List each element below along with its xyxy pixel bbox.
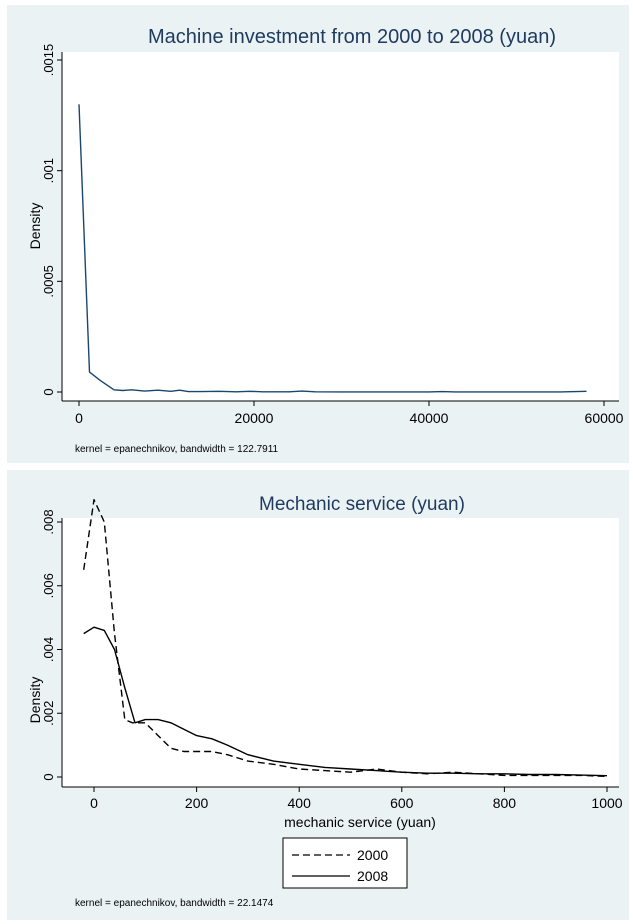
top-series-group — [78, 104, 587, 393]
top-kernel-note: kernel = epanechnikov, bandwidth = 122.7… — [75, 444, 279, 455]
bottom-series-line-2008 — [83, 626, 608, 777]
bottom-plot-area — [62, 518, 619, 787]
top-y-tick-label: 0 — [41, 388, 56, 395]
bottom-chart-title: Mechanic service (yuan) — [259, 494, 465, 515]
top-y-tick-label: .0005 — [41, 265, 56, 298]
bottom-y-tick-label: .008 — [41, 509, 56, 534]
top-x-tick-label: 20000 — [235, 410, 274, 426]
bottom-series-line-2000 — [83, 499, 608, 778]
bottom-y-axis-label: Density — [27, 677, 43, 724]
top-chart: Machine investment from 2000 to 2008 (yu… — [7, 5, 629, 463]
bottom-x-axis-label: mechanic service (yuan) — [284, 814, 436, 830]
bottom-x-tick-label: 600 — [390, 795, 414, 811]
bottom-chart: Mechanic service (yuan) Density 0 .002 .00… — [7, 470, 629, 920]
legend-label-2008: 2008 — [357, 868, 388, 884]
top-y-ticks: 0 .0005 .001 .0015 — [41, 44, 62, 396]
top-y-tick-label: .001 — [41, 158, 56, 183]
bottom-kernel-note: kernel = epanechnikov, bandwidth = 22.14… — [75, 898, 274, 909]
legend-label-2000: 2000 — [357, 847, 388, 863]
top-y-axis-label: Density — [27, 203, 43, 250]
bottom-x-tick-label: 200 — [185, 795, 209, 811]
bottom-x-tick-label: 0 — [90, 795, 98, 811]
top-x-tick-label: 40000 — [410, 410, 449, 426]
bottom-x-tick-label: 400 — [288, 795, 312, 811]
legend-box — [282, 837, 408, 889]
top-chart-title: Machine investment from 2000 to 2008 (yu… — [148, 26, 556, 48]
top-y-tick-label: .0015 — [41, 44, 56, 77]
bottom-y-tick-label: .006 — [41, 573, 56, 598]
bottom-x-tick-label: 1000 — [591, 795, 622, 811]
bottom-series-group — [83, 499, 608, 778]
top-x-ticks: 0 20000 40000 60000 — [75, 401, 624, 426]
bottom-y-tick-label: .004 — [41, 637, 56, 662]
top-series-line-1 — [78, 104, 587, 393]
bottom-y-ticks: 0 .002 .004 .006 .008 — [41, 509, 62, 781]
top-x-tick-label: 60000 — [585, 410, 624, 426]
bottom-y-tick-label: .002 — [41, 701, 56, 726]
bottom-y-tick-label: 0 — [41, 773, 56, 780]
top-plot-area — [62, 52, 619, 401]
bottom-x-tick-label: 800 — [493, 795, 517, 811]
bottom-x-ticks: 0 200 400 600 800 1000 — [90, 787, 623, 811]
legend: 2000 2008 — [282, 837, 408, 889]
top-x-tick-label: 0 — [75, 410, 83, 426]
